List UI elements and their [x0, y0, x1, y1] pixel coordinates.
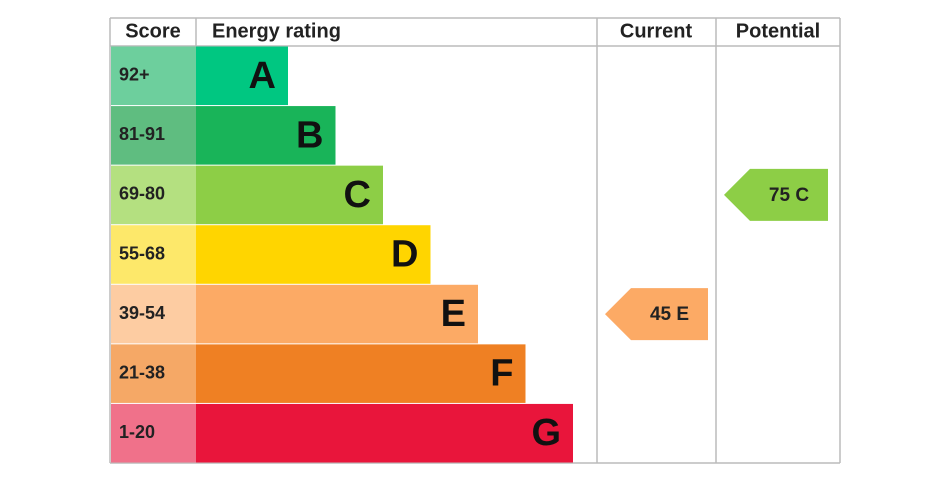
score-cell	[111, 344, 196, 403]
score-cell	[111, 165, 196, 225]
score-cell	[111, 403, 196, 463]
current-label: 45 E	[650, 304, 689, 325]
potential-arrow	[724, 168, 828, 221]
header-score: Score	[125, 20, 181, 42]
header-potential: Potential	[736, 20, 820, 42]
score-label: 21-38	[119, 362, 165, 382]
rating-letter: D	[391, 234, 418, 276]
rating-bar	[196, 165, 383, 225]
rating-letter: E	[441, 293, 466, 335]
score-label: 81-91	[119, 124, 165, 144]
score-cell	[111, 284, 196, 344]
score-cell	[111, 46, 196, 106]
score-label: 1-20	[119, 422, 155, 442]
score-cell	[111, 106, 196, 165]
potential-label: 75 C	[769, 185, 809, 206]
header-current: Current	[620, 20, 693, 42]
rating-bar	[196, 403, 573, 463]
score-label: 69-80	[119, 184, 165, 204]
score-label: 55-68	[119, 243, 165, 263]
score-label: 92+	[119, 65, 150, 85]
rating-letter: F	[490, 353, 513, 395]
score-label: 39-54	[119, 303, 165, 323]
rating-letter: B	[296, 114, 323, 156]
rating-bar	[196, 225, 431, 284]
score-cell	[111, 225, 196, 284]
rating-bar	[196, 106, 336, 165]
rating-letter: G	[531, 412, 561, 454]
rating-bar	[196, 344, 526, 403]
rating-bar	[196, 46, 288, 106]
rating-letter: C	[344, 174, 371, 216]
header-rating: Energy rating	[212, 20, 341, 42]
current-arrow	[605, 288, 708, 341]
rating-letter: A	[249, 55, 276, 97]
rating-bar	[196, 284, 478, 344]
